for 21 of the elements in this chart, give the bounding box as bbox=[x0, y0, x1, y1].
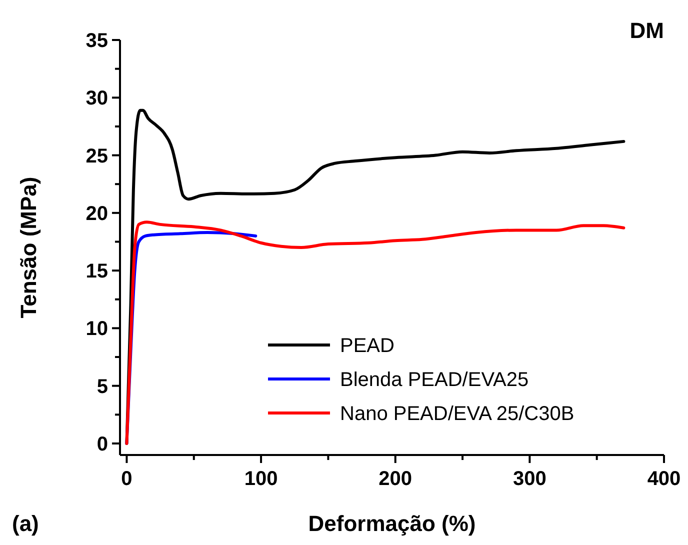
line-series bbox=[125, 220, 626, 445]
x-tick-label: 400 bbox=[647, 468, 681, 490]
x-tick-label: 300 bbox=[512, 468, 546, 490]
y-tick-label: 35 bbox=[86, 30, 108, 52]
legend-label: PEAD bbox=[340, 335, 394, 357]
y-tick-label: 0 bbox=[96, 433, 108, 456]
x-tick-label: 200 bbox=[378, 468, 412, 490]
y-tick-label: 25 bbox=[86, 145, 108, 168]
x-axis-title: Deformação (%) bbox=[308, 511, 476, 536]
y-tick-label: 15 bbox=[86, 260, 108, 283]
y-tick-label: 20 bbox=[86, 202, 108, 225]
legend-label: Nano PEAD/EVA 25/C30B bbox=[340, 403, 574, 425]
text: (a) bbox=[12, 511, 39, 536]
y-tick-label: 30 bbox=[86, 88, 108, 110]
y-axis-title: Tensão (MPa) bbox=[16, 176, 41, 318]
y-tick-label: 5 bbox=[96, 376, 108, 398]
annotation: DM bbox=[630, 18, 664, 43]
y-tick-label: 10 bbox=[86, 318, 108, 340]
x-tick-label: 0 bbox=[121, 468, 132, 490]
legend-label: Blenda PEAD/EVA25 bbox=[340, 369, 529, 391]
x-tick-label: 100 bbox=[244, 468, 278, 490]
